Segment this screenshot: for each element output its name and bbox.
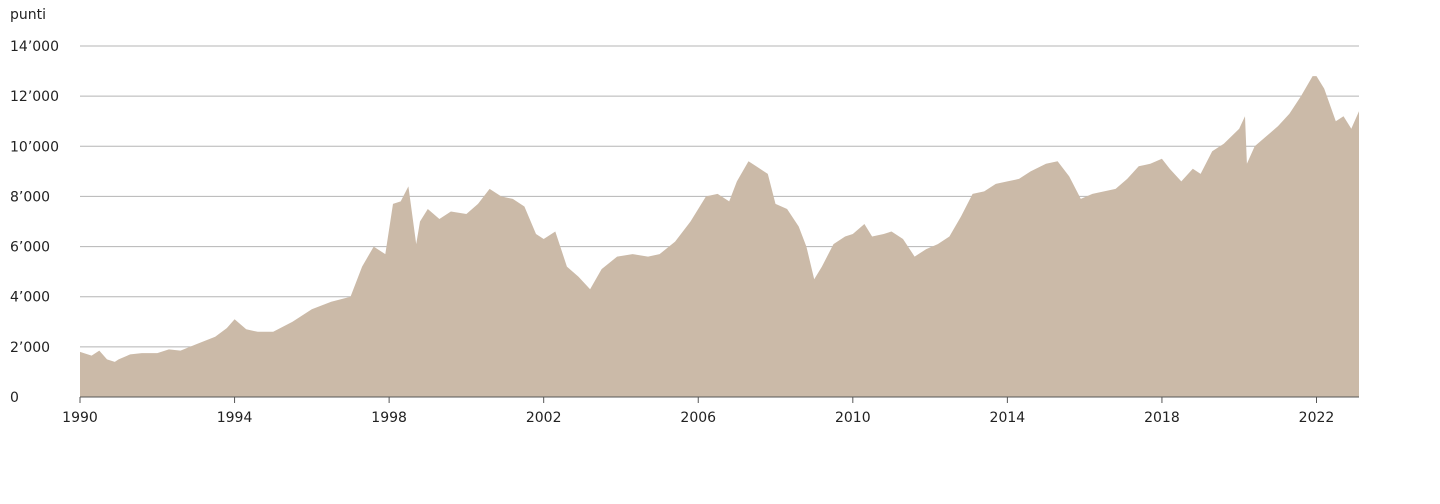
y-tick-label: 2’000	[10, 340, 50, 356]
x-tick-label: 1994	[217, 410, 253, 426]
y-tick-label: 4’000	[10, 290, 50, 306]
x-tick-label: 1990	[62, 410, 98, 426]
y-unit-label: punti	[10, 7, 46, 23]
x-tick-label: 2018	[1144, 410, 1180, 426]
x-tick-label: 2010	[835, 410, 871, 426]
x-tick-label: 1998	[371, 410, 407, 426]
x-tick-label: 2014	[990, 410, 1026, 426]
y-tick-labels: 0 2’000 4’000 6’000 8’000 10’000 12’000 14’000	[10, 39, 59, 406]
y-tick-label: 12’000	[10, 89, 59, 105]
x-ticks: 1990 1994 1998 2002 2006 2010 2014 2018 2022	[62, 397, 1334, 426]
x-tick-label: 2002	[526, 410, 562, 426]
series-area	[80, 76, 1359, 397]
x-tick-label: 2006	[680, 410, 716, 426]
x-tick-label: 2022	[1299, 410, 1335, 426]
y-tick-label: 0	[10, 390, 19, 406]
y-tick-label: 6’000	[10, 240, 50, 256]
y-tick-label: 14’000	[10, 39, 59, 55]
y-tick-label: 8’000	[10, 189, 50, 205]
y-tick-label: 10’000	[10, 139, 59, 155]
